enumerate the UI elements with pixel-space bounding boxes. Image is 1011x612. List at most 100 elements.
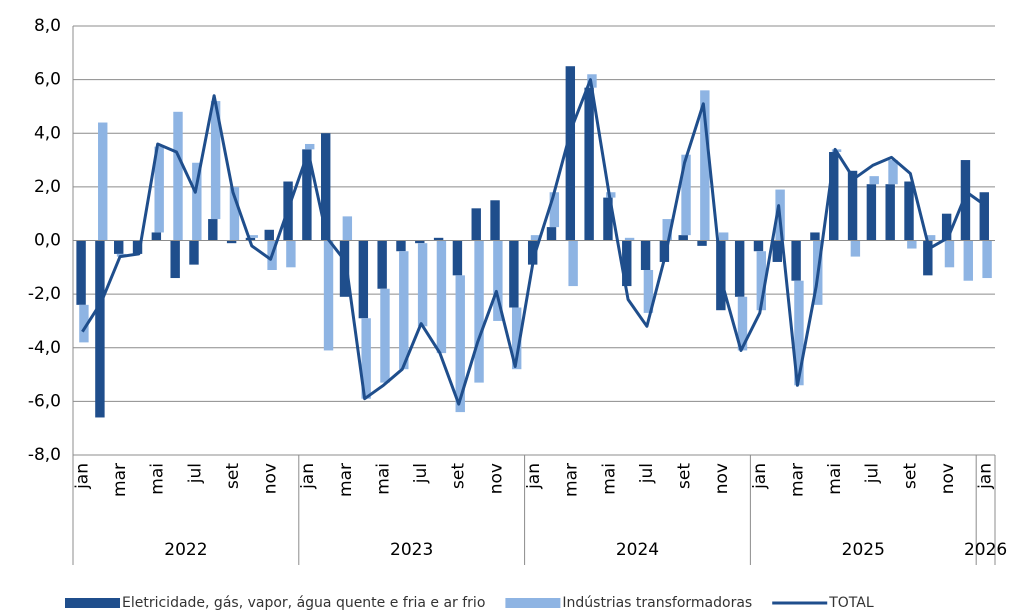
x-tick-label: jul — [185, 463, 205, 484]
x-tick-label: mai — [599, 463, 619, 495]
bar — [982, 240, 992, 279]
bar — [320, 133, 331, 241]
legend-swatch — [505, 598, 561, 608]
bar — [95, 240, 105, 418]
bar — [568, 240, 578, 287]
bar — [305, 143, 315, 150]
bar — [509, 240, 519, 308]
bar — [415, 240, 425, 244]
bar — [678, 235, 688, 241]
x-tick-label: set — [223, 463, 243, 489]
bar — [452, 240, 463, 276]
bar — [132, 240, 143, 254]
x-tick-label: jul — [411, 463, 431, 484]
bar — [342, 216, 353, 241]
x-tick-label: mar — [336, 463, 356, 497]
x-tick-label: nov — [261, 463, 281, 494]
bar — [829, 152, 839, 241]
bar — [847, 170, 858, 241]
y-tick-label: 2,0 — [34, 177, 61, 197]
x-tick-label: jan — [524, 463, 544, 490]
bar — [810, 232, 820, 241]
bar — [888, 160, 898, 185]
bar — [791, 240, 801, 281]
y-tick-label: 8,0 — [34, 16, 61, 36]
bar — [700, 90, 710, 241]
bar — [189, 240, 199, 265]
y-tick-label: -6,0 — [28, 391, 61, 411]
bar — [511, 307, 522, 370]
bar — [527, 240, 538, 265]
bar — [681, 154, 691, 236]
bar — [264, 229, 274, 241]
x-tick-label: jan — [72, 463, 92, 490]
bar — [530, 235, 541, 241]
bar — [399, 251, 409, 370]
x-tick-label: nov — [938, 463, 958, 494]
x-tick-label: mai — [148, 463, 168, 495]
bar — [546, 227, 557, 241]
bar — [979, 192, 989, 241]
bar — [210, 101, 221, 220]
x-tick-label: jan — [298, 463, 318, 490]
bar — [565, 66, 576, 241]
bar — [753, 240, 764, 252]
bar — [584, 87, 594, 241]
bar — [907, 240, 917, 249]
x-tick-label: mai — [373, 463, 393, 495]
y-tick-label: -4,0 — [28, 338, 61, 358]
x-tick-label: mai — [825, 463, 845, 495]
x-tick-label: mar — [562, 463, 582, 497]
bar — [114, 240, 124, 254]
bar — [433, 237, 444, 241]
bar — [622, 240, 632, 287]
bar — [603, 197, 613, 241]
bar — [643, 269, 654, 313]
year-label: 2024 — [616, 540, 659, 560]
bar — [286, 240, 296, 268]
bar — [549, 192, 560, 228]
x-tick-label: jan — [976, 463, 996, 490]
bar — [79, 304, 89, 343]
x-tick-label: nov — [486, 463, 506, 494]
bar — [941, 213, 952, 241]
year-label: 2025 — [842, 540, 885, 560]
bar — [697, 240, 707, 246]
x-tick-label: jan — [750, 463, 770, 490]
bar — [455, 275, 465, 413]
bar — [248, 235, 258, 238]
year-label: 2023 — [390, 540, 433, 560]
bar — [173, 111, 183, 241]
bar — [493, 240, 503, 321]
bar — [963, 240, 973, 281]
year-label: 2026 — [964, 540, 1007, 560]
y-tick-label: 4,0 — [34, 123, 61, 143]
bar — [323, 240, 334, 351]
bar — [151, 232, 162, 241]
bar — [229, 186, 240, 241]
x-tick-label: nov — [712, 463, 732, 494]
legend-label: Eletricidade, gás, vapor, água quente e … — [122, 595, 485, 611]
bar — [339, 240, 350, 297]
bar — [170, 240, 180, 279]
bar — [624, 237, 635, 241]
bar — [474, 240, 484, 383]
x-tick-label: set — [675, 463, 695, 489]
bar — [659, 240, 670, 262]
year-label: 2022 — [164, 540, 207, 560]
bar — [208, 219, 218, 241]
bar — [904, 181, 914, 241]
x-tick-label: set — [900, 463, 920, 489]
bar — [490, 200, 500, 241]
bar — [302, 149, 312, 241]
bar — [396, 240, 406, 252]
bar — [417, 243, 428, 327]
x-tick-label: jul — [863, 463, 883, 484]
bar — [662, 219, 672, 241]
bar — [192, 162, 202, 241]
bar — [923, 240, 933, 276]
bar — [850, 240, 861, 257]
bar — [794, 280, 804, 386]
bar — [154, 146, 164, 233]
